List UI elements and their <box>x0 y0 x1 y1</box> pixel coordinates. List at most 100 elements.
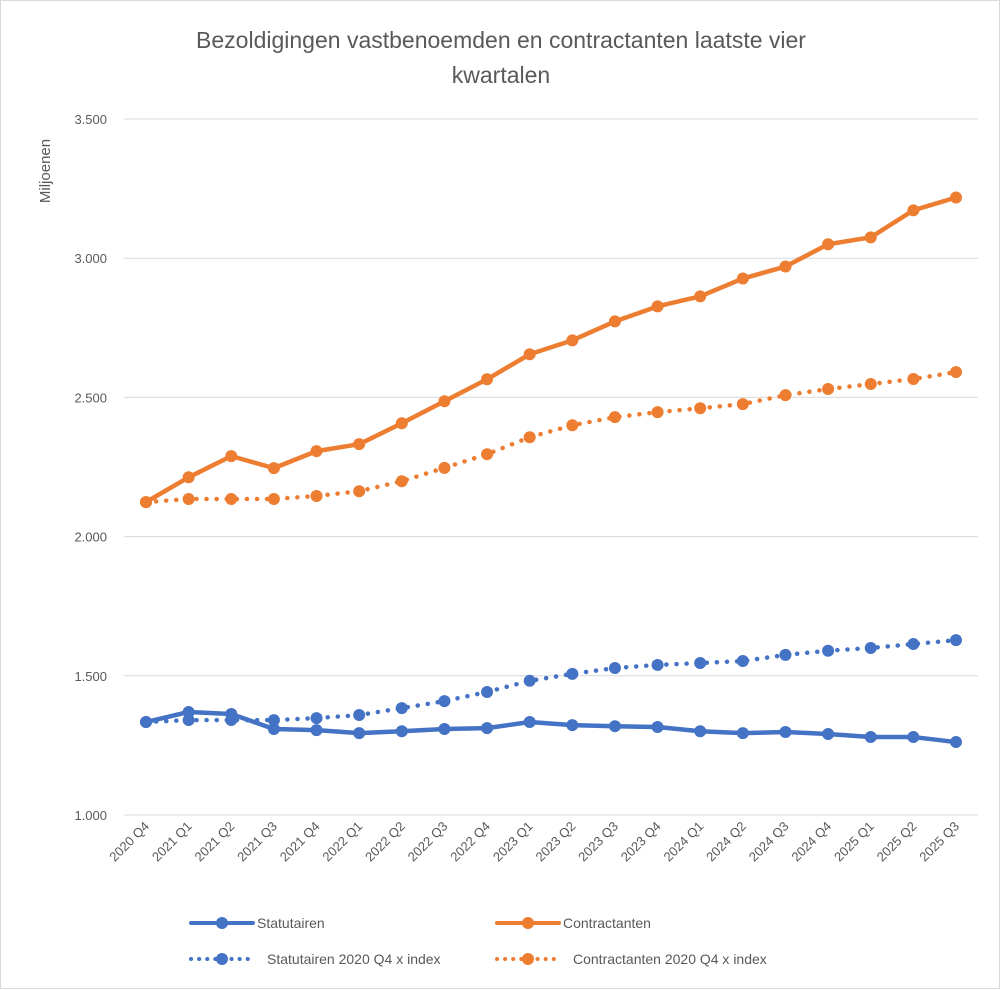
data-point <box>140 496 152 509</box>
data-point <box>864 641 877 654</box>
x-tick-label: 2022 Q4 <box>447 819 493 865</box>
legend-item: Statutairen <box>189 915 325 931</box>
data-point <box>950 736 962 749</box>
data-point <box>566 334 579 347</box>
data-point <box>822 238 835 251</box>
data-point <box>566 719 579 732</box>
data-point <box>822 383 835 396</box>
x-tick-label: 2024 Q4 <box>788 819 834 865</box>
data-point <box>822 644 835 657</box>
legend-item: Statutairen 2020 Q4 x index <box>189 951 441 967</box>
x-tick-label: 2020 Q4 <box>106 819 152 865</box>
data-point <box>267 722 280 735</box>
data-point <box>395 702 408 715</box>
series-group <box>140 191 962 749</box>
x-tick-label: 2022 Q3 <box>405 819 451 865</box>
data-point <box>438 395 451 408</box>
x-tick-label: 2021 Q1 <box>149 819 195 865</box>
data-point <box>907 731 920 744</box>
legend-marker-icon <box>216 917 228 929</box>
data-point <box>310 489 323 502</box>
y-tick-label: 2.500 <box>74 390 107 405</box>
x-tick-label: 2023 Q2 <box>533 819 579 865</box>
legend-label: Statutairen 2020 Q4 x index <box>267 951 441 967</box>
series-contractanten <box>140 191 962 509</box>
y-tick-label: 3.000 <box>74 251 107 266</box>
gridlines <box>124 118 978 816</box>
data-point <box>182 493 195 506</box>
data-point <box>651 658 664 671</box>
x-tick-label: 2022 Q2 <box>362 819 408 865</box>
data-point <box>907 638 920 651</box>
x-tick-label: 2022 Q1 <box>319 819 365 865</box>
data-point <box>907 204 920 217</box>
data-point <box>523 348 536 361</box>
data-point <box>523 431 536 444</box>
data-point <box>608 720 621 733</box>
y-tick-label: 2.000 <box>74 530 107 545</box>
x-tick-label: 2023 Q3 <box>575 819 621 865</box>
series-line <box>143 637 959 725</box>
data-point <box>950 191 962 204</box>
data-point <box>182 705 195 718</box>
data-point <box>523 716 536 729</box>
x-tick-label: 2021 Q3 <box>234 819 280 865</box>
series-line <box>143 195 959 505</box>
series-statutairen-2020-q4-x-index <box>140 634 962 729</box>
data-point <box>651 300 664 313</box>
chart-title: Bezoldigingen vastbenoemden en contracta… <box>196 27 806 88</box>
y-axis-label: Miljoenen <box>37 139 54 203</box>
data-point <box>353 438 366 451</box>
data-point <box>779 648 792 661</box>
data-point <box>267 493 280 506</box>
legend-marker-icon <box>522 917 534 929</box>
series-line <box>143 369 959 505</box>
data-point <box>864 731 877 744</box>
y-tick-label: 3.500 <box>74 112 107 127</box>
data-point <box>353 485 366 498</box>
y-tick-label: 1.500 <box>74 669 107 684</box>
data-point <box>950 634 962 647</box>
data-point <box>950 366 962 379</box>
x-tick-label: 2023 Q4 <box>618 819 664 865</box>
data-point <box>736 727 749 740</box>
legend-label: Contractanten 2020 Q4 x index <box>573 951 767 967</box>
data-point <box>225 450 238 463</box>
chart-title-line-2: kwartalen <box>452 62 550 88</box>
data-point <box>438 695 451 708</box>
x-tick-label: 2021 Q2 <box>192 819 238 865</box>
data-point <box>608 315 621 328</box>
data-point <box>694 402 707 415</box>
data-point <box>736 398 749 411</box>
data-point <box>608 411 621 424</box>
legend: Statutairen Contractanten Statutairen 2020… <box>189 915 767 967</box>
data-point <box>267 462 280 475</box>
x-tick-label: 2025 Q3 <box>916 819 962 865</box>
data-point <box>310 724 323 737</box>
legend-label: Contractanten <box>563 915 651 931</box>
data-point <box>140 716 152 729</box>
data-point <box>225 707 238 720</box>
legend-item: Contractanten 2020 Q4 x index <box>495 951 767 967</box>
data-point <box>438 722 451 735</box>
x-tick-label: 2024 Q3 <box>746 819 792 865</box>
data-point <box>481 685 494 698</box>
data-point <box>353 709 366 722</box>
data-point <box>481 722 494 735</box>
data-point <box>694 290 707 303</box>
data-point <box>566 667 579 680</box>
x-tick-label: 2025 Q2 <box>874 819 920 865</box>
series-line <box>143 709 959 745</box>
data-point <box>822 727 835 740</box>
data-point <box>395 475 408 488</box>
data-point <box>651 721 664 734</box>
data-point <box>438 461 451 474</box>
data-point <box>608 662 621 675</box>
series-statutairen <box>140 705 962 749</box>
x-tick-label: 2024 Q1 <box>660 819 706 865</box>
x-tick-label: 2023 Q1 <box>490 819 536 865</box>
legend-marker-icon <box>216 953 228 965</box>
